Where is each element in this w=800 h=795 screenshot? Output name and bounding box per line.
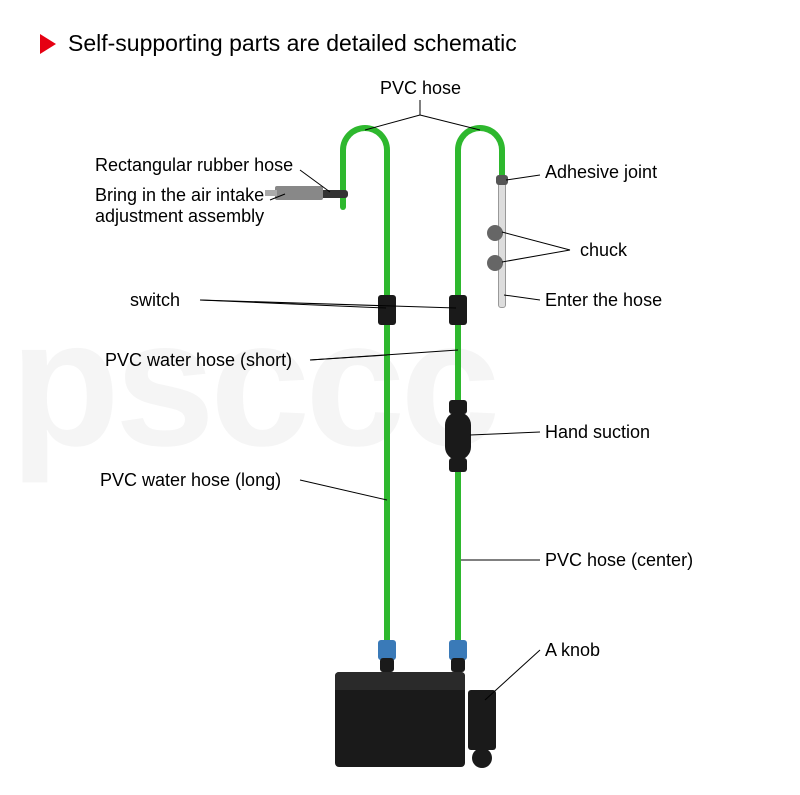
knob-body bbox=[468, 690, 496, 750]
title-row: Self-supporting parts are detailed schem… bbox=[40, 30, 517, 57]
filter-box-lid bbox=[335, 672, 465, 690]
label-pvc-short: PVC water hose (short) bbox=[105, 350, 292, 371]
label-pvc-long: PVC water hose (long) bbox=[100, 470, 281, 491]
label-switch: switch bbox=[130, 290, 180, 311]
hand-suction-bot bbox=[449, 458, 467, 472]
coupler-right bbox=[449, 640, 467, 660]
air-intake-assembly bbox=[275, 186, 323, 200]
u-bend-right bbox=[455, 125, 505, 155]
suction-cup-2 bbox=[487, 255, 503, 271]
title-arrow-icon bbox=[40, 34, 56, 54]
switch-left bbox=[378, 295, 396, 325]
intake-tube bbox=[498, 178, 506, 308]
pvc-hose-left-outer bbox=[340, 150, 346, 210]
label-air-intake: Bring in the air intake adjustment assem… bbox=[95, 185, 264, 227]
pvc-hose-right bbox=[455, 150, 461, 645]
page-title: Self-supporting parts are detailed schem… bbox=[68, 30, 517, 57]
hand-suction-bulb bbox=[445, 412, 471, 460]
adhesive-joint bbox=[496, 175, 508, 185]
label-a-knob: A knob bbox=[545, 640, 600, 661]
knob-cap bbox=[472, 748, 492, 768]
label-adhesive-joint: Adhesive joint bbox=[545, 162, 657, 183]
label-rect-rubber: Rectangular rubber hose bbox=[95, 155, 293, 176]
u-bend-left bbox=[340, 125, 390, 155]
label-enter-hose: Enter the hose bbox=[545, 290, 662, 311]
pvc-hose-left bbox=[384, 150, 390, 645]
switch-right bbox=[449, 295, 467, 325]
label-chuck: chuck bbox=[580, 240, 627, 261]
coupler-left bbox=[378, 640, 396, 660]
schematic-diagram bbox=[0, 0, 800, 795]
coupler-left-black bbox=[380, 658, 394, 672]
label-pvc-hose-top: PVC hose bbox=[380, 78, 461, 99]
rect-rubber-hose bbox=[320, 190, 348, 198]
suction-cup-1 bbox=[487, 225, 503, 241]
air-intake-inlet bbox=[265, 190, 277, 196]
coupler-right-black bbox=[451, 658, 465, 672]
label-pvc-center: PVC hose (center) bbox=[545, 550, 693, 571]
label-hand-suction: Hand suction bbox=[545, 422, 650, 443]
